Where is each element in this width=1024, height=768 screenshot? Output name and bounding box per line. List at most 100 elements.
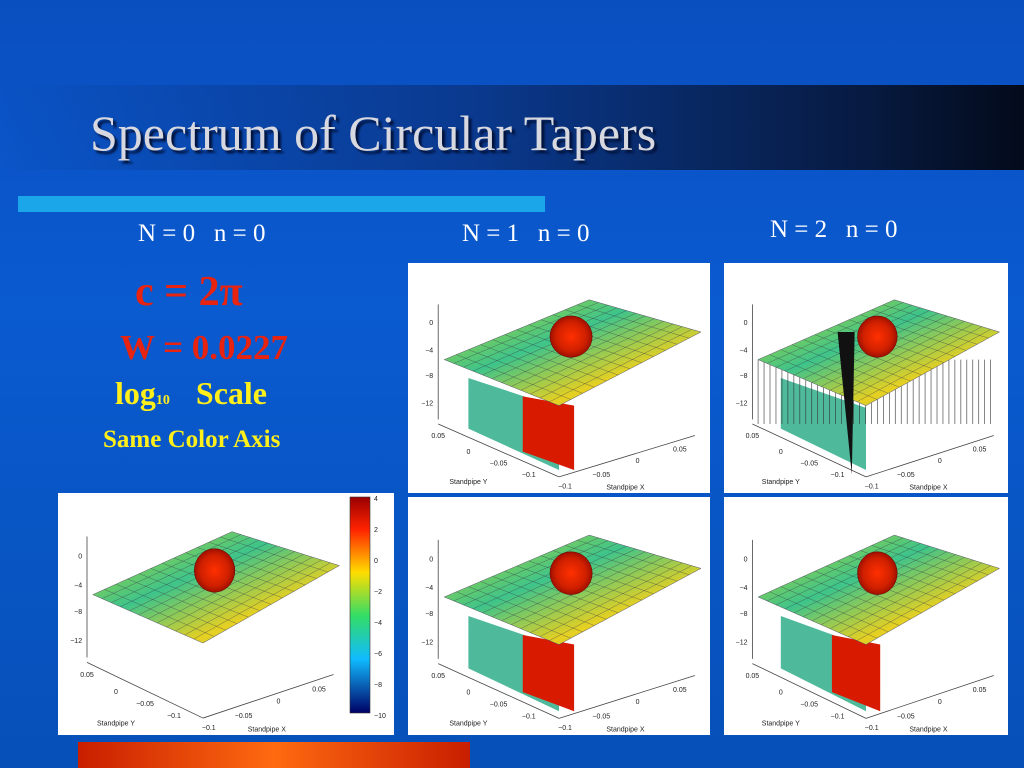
colorbar-tick-label: −2 <box>374 589 382 596</box>
axis <box>752 663 867 719</box>
z-tick-label: −12 <box>421 640 433 647</box>
colorbar-tick-label: −10 <box>374 713 386 720</box>
caption: N = 2 n = 0 <box>770 216 898 243</box>
z-tick-label: −4 <box>74 582 82 589</box>
x-tick-label: −0.05 <box>235 713 253 720</box>
y-tick-label: −0.1 <box>831 713 845 720</box>
x-tick-label: −0.1 <box>865 483 879 490</box>
accent-bar <box>78 742 470 768</box>
surface-wall <box>522 396 575 470</box>
plot: 0 −4 −8 −12 0.05 0 −0.05 −0.1 −0.1 −0.05 0 0.05 Stan… <box>408 497 710 735</box>
peak <box>857 551 898 595</box>
y-tick-label: 0.05 <box>746 433 760 440</box>
mesh <box>220 536 328 573</box>
z-tick-label: −8 <box>425 373 433 380</box>
y-tick-label: 0.05 <box>431 673 445 680</box>
scale: Scale <box>195 375 267 411</box>
x-tick-label: 0.05 <box>973 687 987 694</box>
plot: 0 −4 −8 −12 0.05 0 −0.05 −0.1 −0.1 −0.05 0 0.05 Stan… <box>724 497 1008 735</box>
x-tick-label: −0.1 <box>202 725 216 732</box>
z-tick-label: −4 <box>425 585 433 592</box>
plot: 0 −4 −8 −12 0.05 0 −0.05 −0.1 −0.1 −0.05 0 0.05 Stan… <box>408 263 710 493</box>
peak <box>194 548 236 593</box>
y-tick-label: −0.1 <box>522 472 536 479</box>
mesh <box>856 329 991 402</box>
z-tick-label: −4 <box>425 348 433 355</box>
peak <box>549 551 593 595</box>
peak <box>549 315 593 358</box>
x-tick-label: 0.05 <box>973 447 987 454</box>
y-tick-label: −0.1 <box>831 472 845 479</box>
axis <box>438 663 560 719</box>
axis-label: Standpipe Y <box>97 720 135 727</box>
mesh <box>882 540 989 575</box>
formula: c = 2π <box>135 269 243 315</box>
axis <box>202 674 334 719</box>
z-tick-label: 0 <box>744 556 748 563</box>
caption: N = 0 n = 0 <box>138 220 266 247</box>
mesh <box>882 304 989 339</box>
y-tick-label: 0 <box>466 449 470 456</box>
mesh <box>856 565 991 641</box>
axis <box>558 675 696 719</box>
x-tick-label: −0.05 <box>592 713 610 720</box>
axis-label: Standpipe Y <box>449 479 487 486</box>
z-tick-label: −4 <box>740 348 748 355</box>
axis <box>558 435 696 478</box>
x-tick-label: −0.05 <box>592 472 610 479</box>
colorbar-tick-label: −4 <box>374 620 382 627</box>
z-tick-label: −8 <box>740 611 748 618</box>
z-tick-label: −8 <box>74 609 82 616</box>
mesh <box>549 565 692 641</box>
surface-wall <box>831 635 881 712</box>
z-tick-label: −12 <box>736 401 748 408</box>
axis <box>865 435 994 478</box>
x-tick-label: 0.05 <box>673 687 687 694</box>
axis-label: Standpipe X <box>248 726 286 733</box>
y-tick-label: 0 <box>779 449 783 456</box>
colorbar-tick-label: 2 <box>374 527 378 534</box>
mesh <box>549 329 692 402</box>
axis-label: Standpipe X <box>606 485 644 492</box>
spike <box>837 332 855 475</box>
colorbar-tick-label: −6 <box>374 651 382 658</box>
x-tick-label: −0.1 <box>558 725 572 732</box>
z-tick-label: −12 <box>70 638 82 645</box>
slide-title: Spectrum of Circular Tapers <box>90 105 657 161</box>
y-tick-label: 0 <box>466 690 470 697</box>
scale-label: log10 Scale <box>115 375 267 412</box>
x-tick-label: 0 <box>276 699 280 706</box>
y-tick-label: −0.05 <box>490 460 508 467</box>
x-tick-label: −0.1 <box>558 483 572 490</box>
axis-label: Standpipe Y <box>762 479 800 486</box>
caption: N = 1 n = 0 <box>462 220 590 247</box>
x-tick-label: −0.1 <box>865 725 879 732</box>
z-tick-label: −8 <box>425 611 433 618</box>
mesh <box>193 562 331 640</box>
colorbar-tick-label: 0 <box>374 558 378 565</box>
y-tick-label: −0.05 <box>136 701 154 708</box>
mesh <box>847 562 983 637</box>
axis <box>752 423 867 478</box>
z-tick-label: −12 <box>736 640 748 647</box>
colorbar-tick-label: −8 <box>374 682 382 689</box>
x-tick-label: 0 <box>636 458 640 465</box>
mesh <box>539 326 683 399</box>
axis-label: Standpipe Y <box>762 720 800 727</box>
y-tick-label: 0 <box>114 689 118 696</box>
x-tick-label: 0.05 <box>312 686 326 693</box>
x-tick-label: −0.05 <box>897 713 915 720</box>
log: log <box>115 375 156 411</box>
axis-label: Standpipe X <box>606 726 644 733</box>
y-tick-label: −0.05 <box>490 701 508 708</box>
axis <box>438 423 560 478</box>
z-tick-label: −4 <box>740 585 748 592</box>
y-tick-label: 0.05 <box>80 672 94 679</box>
mesh <box>184 559 322 636</box>
mesh <box>577 540 690 575</box>
formula: W = 0.0227 <box>120 328 289 367</box>
mesh <box>539 562 683 637</box>
z-tick-label: −8 <box>740 373 748 380</box>
y-tick-label: 0.05 <box>431 433 445 440</box>
